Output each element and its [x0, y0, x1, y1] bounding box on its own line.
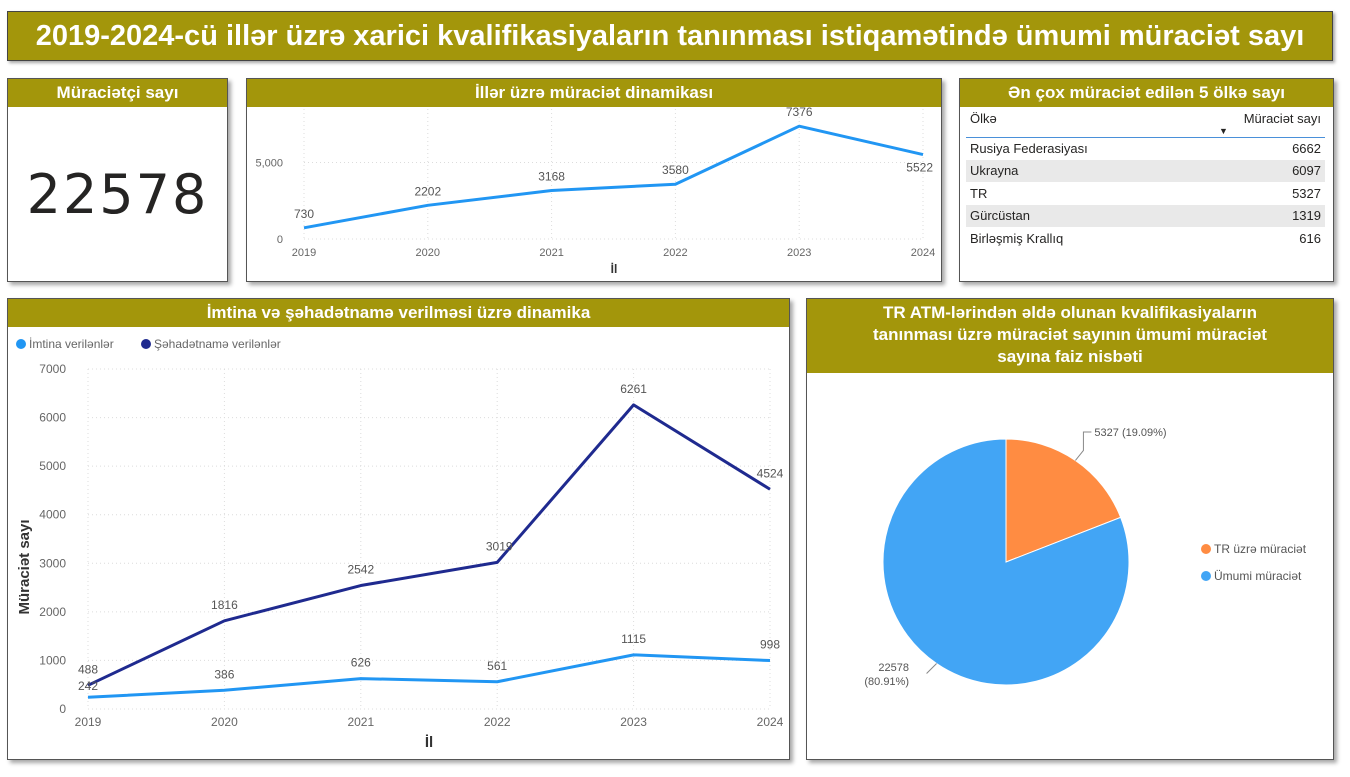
pie-title-line: sayına faiz nisbəti	[997, 347, 1143, 366]
pie-slice-total	[882, 438, 1130, 686]
country-count: 6097	[1215, 159, 1325, 182]
y-tick-label: 5,000	[255, 158, 283, 170]
y-tick-label: 6000	[39, 411, 66, 425]
y-tick-label: 7000	[39, 362, 66, 376]
column-header-count[interactable]: Müraciət sayı ▼	[1215, 111, 1325, 138]
tr-share-pie-card: TR ATM-lərindən əldə olunan kvalifikasiy…	[806, 298, 1334, 760]
legend-marker	[16, 339, 26, 349]
x-tick-label: 2020	[416, 247, 440, 259]
y-tick-label: 5000	[39, 459, 66, 473]
table-row: Birləşmiş Krallıq 616	[966, 227, 1325, 250]
data-label: 3019	[486, 539, 513, 553]
x-tick-label: 2021	[347, 715, 374, 729]
x-tick-label: 2019	[292, 247, 316, 259]
series-line-applications	[303, 124, 924, 230]
column-header-count-label: Müraciət sayı	[1243, 111, 1321, 126]
legend-marker	[141, 339, 151, 349]
kpi-value: 22578	[26, 163, 209, 226]
table-row: TR 5327	[966, 182, 1325, 205]
dual-chart-title: İmtina və şəhadətnamə verilməsi üzrə din…	[8, 299, 789, 327]
y-tick-label: 4000	[39, 508, 66, 522]
data-label: 561	[487, 659, 507, 673]
y-axis-title: Müraciət sayı	[16, 519, 33, 614]
data-label: 4524	[757, 466, 784, 480]
top-countries-table: Ölkə Müraciət sayı ▼ Rusiya Federasiyası…	[966, 111, 1325, 250]
x-tick-label: 2022	[484, 715, 511, 729]
top-countries-card: Ən çox müraciət edilən 5 ölkə sayı Ölkə …	[959, 78, 1334, 282]
data-label: 3580	[662, 163, 689, 177]
country-name: TR	[970, 185, 988, 201]
yearly-line-chart: 0 5,000 730 2202 3168 3580 7376 5522 2019 2020 202…	[255, 107, 935, 276]
top-countries-header: Ən çox müraciət edilən 5 ölkə sayı	[960, 79, 1333, 107]
legend-marker	[1201, 571, 1211, 581]
data-label: 488	[78, 662, 98, 676]
country-count: 616	[1299, 230, 1321, 246]
x-tick-label: 2019	[75, 715, 102, 729]
x-tick-label: 2020	[211, 715, 238, 729]
kpi-header: Müraciətçi sayı	[8, 79, 227, 107]
data-label: 2542	[347, 563, 374, 577]
country-name: Birləşmiş Krallıq	[970, 230, 1064, 246]
refusal-certificate-chart-card: İmtina və şəhadətnamə verilməsi üzrə din…	[7, 298, 790, 760]
pie-data-label: (80.91%)	[864, 676, 909, 688]
x-axis-title: İl	[611, 261, 618, 276]
pie-data-label: 22578	[878, 662, 909, 674]
yearly-chart-title: İllər üzrə müraciət dinamikası	[247, 79, 941, 107]
data-label: 3168	[538, 170, 565, 184]
country-name: Rusiya Federasiyası	[970, 141, 1088, 156]
table-row: Gürcüstan 1319	[966, 204, 1325, 227]
x-tick-label: 2023	[620, 715, 647, 729]
data-label: 242	[78, 679, 98, 693]
y-tick-label: 1000	[39, 653, 66, 667]
table-row: Ukrayna 6097	[966, 159, 1325, 182]
column-header-country[interactable]: Ölkə	[966, 111, 1215, 138]
y-tick-label: 2000	[39, 605, 66, 619]
yearly-applications-chart-card: İllər üzrə müraciət dinamikası 0 5,000 730…	[246, 78, 942, 282]
refusal-certificate-line-chart: İmtina verilənlər Şəhadətnamə verilənlər 0…	[16, 337, 784, 751]
tr-share-pie-chart: 5327 (19.09%) 22578 (80.91%) TR üzrə müraci…	[864, 427, 1307, 688]
x-tick-label: 2022	[663, 247, 687, 259]
table-header-row: Ölkə Müraciət sayı ▼	[966, 111, 1325, 138]
legend-marker	[1201, 544, 1211, 554]
legend-label: Ümumi müraciət	[1214, 569, 1302, 583]
data-label: 626	[351, 656, 371, 670]
country-count: 6662	[1292, 141, 1321, 156]
pie-title-line: tanınması üzrə müraciət sayının ümumi mü…	[873, 325, 1267, 344]
country-name: Gürcüstan	[966, 204, 1215, 227]
country-name: Ukrayna	[966, 159, 1215, 182]
series-line-refusals	[87, 653, 771, 699]
series-line-certificates	[87, 403, 771, 687]
x-tick-label: 2024	[757, 715, 784, 729]
legend-label: TR üzrə müraciət	[1214, 542, 1307, 556]
y-tick-label: 0	[277, 234, 283, 246]
x-tick-label: 2024	[911, 247, 935, 259]
pie-title-line: TR ATM-lərindən əldə olunan kvalifikasiy…	[882, 303, 1258, 322]
data-label: 2202	[414, 184, 441, 198]
y-tick-label: 0	[59, 702, 66, 716]
sort-descending-icon: ▼	[1219, 126, 1228, 136]
dashboard-title: 2019-2024-cü illər üzrə xarici kvalifika…	[7, 11, 1333, 61]
legend-label: İmtina verilənlər	[29, 337, 114, 351]
pie-leader-line	[1075, 431, 1092, 461]
x-tick-label: 2021	[539, 247, 563, 259]
country-count: 5327	[1292, 185, 1321, 201]
pie-leader-line	[926, 663, 937, 674]
kpi-card: Müraciətçi sayı 22578	[7, 78, 228, 282]
table-row: Rusiya Federasiyası 6662	[966, 137, 1325, 160]
data-label: 6261	[620, 382, 647, 396]
pie-data-label: 5327 (19.09%)	[1094, 427, 1166, 439]
y-tick-label: 3000	[39, 556, 66, 570]
data-label: 5522	[906, 161, 933, 175]
data-label: 1816	[211, 598, 238, 612]
data-label: 998	[760, 638, 780, 652]
data-label: 1115	[621, 632, 646, 646]
x-axis-title: İl	[425, 734, 433, 751]
data-label: 730	[294, 207, 314, 221]
data-label: 386	[214, 667, 234, 681]
legend-label: Şəhadətnamə verilənlər	[154, 337, 281, 351]
country-count: 1319	[1215, 204, 1325, 227]
data-label: 7376	[786, 107, 813, 119]
pie-chart-title: TR ATM-lərindən əldə olunan kvalifikasiy…	[807, 299, 1333, 373]
x-tick-label: 2023	[787, 247, 811, 259]
